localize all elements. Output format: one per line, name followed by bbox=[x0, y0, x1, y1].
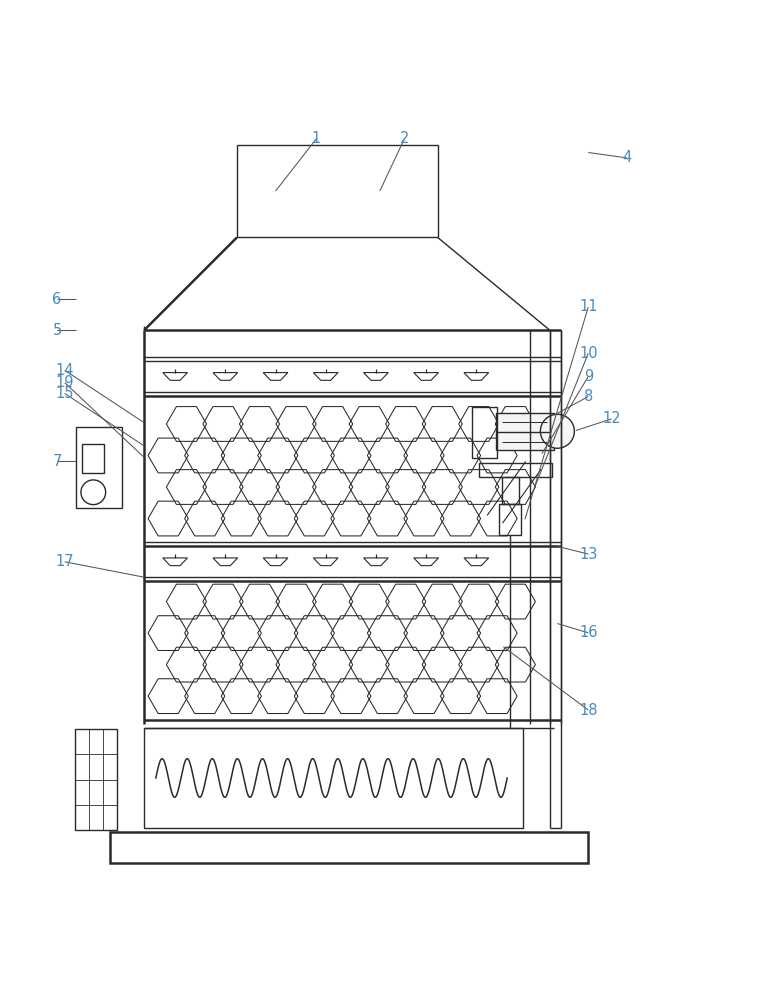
Circle shape bbox=[540, 414, 574, 448]
Text: 1: 1 bbox=[312, 131, 321, 146]
Bar bbox=[75, 427, 122, 508]
Text: 9: 9 bbox=[584, 369, 593, 384]
Text: 5: 5 bbox=[53, 323, 62, 338]
Bar bbox=[473, 407, 497, 458]
Text: 14: 14 bbox=[56, 363, 74, 378]
Polygon shape bbox=[414, 558, 439, 566]
Polygon shape bbox=[264, 373, 288, 380]
Polygon shape bbox=[363, 373, 388, 380]
Text: 11: 11 bbox=[579, 299, 598, 314]
Text: 17: 17 bbox=[55, 554, 74, 569]
Polygon shape bbox=[264, 558, 288, 566]
Polygon shape bbox=[464, 373, 489, 380]
Text: 19: 19 bbox=[56, 375, 74, 390]
Bar bbox=[109, 832, 588, 863]
Bar bbox=[82, 444, 104, 473]
Text: 12: 12 bbox=[602, 411, 621, 426]
Text: 16: 16 bbox=[579, 625, 598, 640]
Polygon shape bbox=[363, 558, 388, 566]
Text: 13: 13 bbox=[579, 547, 598, 562]
Text: 7: 7 bbox=[52, 454, 62, 469]
Polygon shape bbox=[163, 373, 188, 380]
Polygon shape bbox=[163, 558, 188, 566]
Polygon shape bbox=[313, 558, 338, 566]
Bar bbox=[74, 729, 117, 830]
Bar bbox=[144, 728, 522, 828]
Text: 6: 6 bbox=[53, 292, 62, 307]
Polygon shape bbox=[464, 558, 489, 566]
Bar bbox=[237, 145, 438, 237]
Text: 15: 15 bbox=[56, 386, 74, 401]
Polygon shape bbox=[313, 373, 338, 380]
Bar bbox=[495, 413, 553, 450]
Text: 8: 8 bbox=[584, 389, 593, 404]
Polygon shape bbox=[213, 558, 238, 566]
Bar bbox=[501, 477, 518, 504]
Text: 10: 10 bbox=[579, 346, 598, 361]
Text: 4: 4 bbox=[622, 150, 632, 165]
Polygon shape bbox=[213, 373, 238, 380]
Bar bbox=[479, 463, 552, 477]
Text: 2: 2 bbox=[400, 131, 409, 146]
Polygon shape bbox=[414, 373, 439, 380]
Bar bbox=[499, 504, 521, 535]
Text: 18: 18 bbox=[579, 703, 598, 718]
